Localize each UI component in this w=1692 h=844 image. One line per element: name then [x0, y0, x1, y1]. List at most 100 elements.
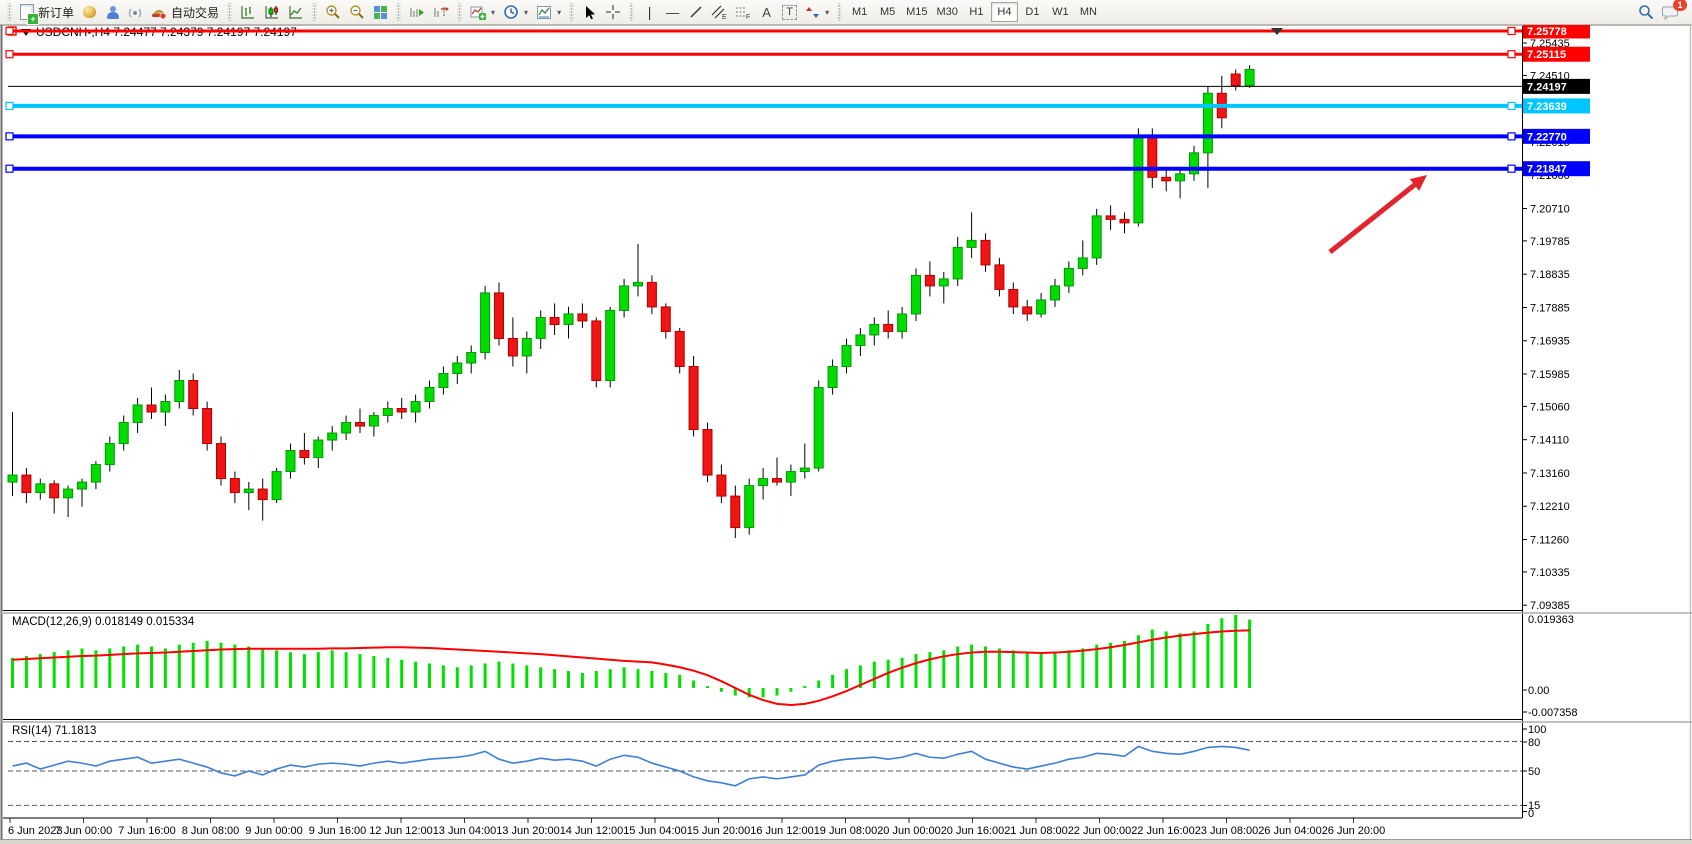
time-tick-label[interactable]: 13 Jun 04:00	[433, 825, 497, 837]
timeframe-M15[interactable]: M15	[902, 2, 931, 22]
new-order-button[interactable]: 新订单	[16, 2, 78, 25]
price-tick-label[interactable]: 7.15060	[1530, 401, 1570, 413]
price-tick-label[interactable]: 7.15985	[1530, 369, 1570, 381]
time-tick-label[interactable]: 14 Jun 12:00	[560, 825, 624, 837]
timeframe-M1[interactable]: M1	[846, 2, 873, 22]
cursor-button[interactable]	[578, 2, 601, 23]
level-handle[interactable]	[1507, 164, 1516, 173]
time-tick-label[interactable]: 9 Jun 16:00	[309, 825, 367, 837]
level-handle[interactable]	[5, 101, 14, 111]
vertical-line-button[interactable]: |	[638, 2, 661, 23]
templates-button[interactable]: ▾	[532, 2, 565, 23]
chart-shift-button[interactable]	[429, 2, 453, 23]
time-tick-label[interactable]: 6 Jun 2023	[8, 825, 62, 837]
gold-seal-button[interactable]	[78, 2, 101, 23]
time-tick-label[interactable]: 26 Jun 20:00	[1322, 825, 1386, 837]
price-tick-label[interactable]: 7.09385	[1530, 600, 1570, 612]
price-tick-label[interactable]: 7.19785	[1530, 236, 1570, 248]
time-tick-label[interactable]: 13 Jun 20:00	[496, 825, 560, 837]
candlestick-button[interactable]	[260, 2, 284, 23]
rsi-axis-50[interactable]: 50	[1528, 766, 1540, 778]
autoscroll-button[interactable]	[405, 2, 429, 23]
crosshair-button[interactable]	[601, 2, 625, 23]
time-tick-label[interactable]: 9 Jun 00:00	[245, 825, 303, 837]
toolbar-grip[interactable]	[312, 3, 318, 21]
time-tick-label[interactable]: 21 Jun 08:00	[1004, 825, 1068, 837]
time-tick-label[interactable]: 12 Jun 12:00	[369, 825, 433, 837]
toolbar-grip[interactable]	[569, 3, 575, 21]
time-tick-label[interactable]: 19 Jun 08:00	[814, 825, 878, 837]
zoom-in-button[interactable]	[321, 2, 345, 23]
shapes-button[interactable]: ▾	[801, 2, 833, 23]
price-tick-label[interactable]: 7.16935	[1530, 336, 1570, 348]
line-chart-button[interactable]	[284, 2, 308, 23]
horizontal-line-button[interactable]: —	[661, 2, 684, 23]
time-tick-label[interactable]: 22 Jun 16:00	[1131, 825, 1195, 837]
time-tick-label[interactable]: 15 Jun 04:00	[623, 825, 687, 837]
tile-windows-button[interactable]	[369, 2, 392, 23]
timeframe-H1[interactable]: H1	[963, 2, 990, 22]
price-tick-label[interactable]: 7.11260	[1530, 535, 1569, 547]
rsi-axis-80[interactable]: 80	[1528, 737, 1540, 749]
level-handle[interactable]	[1507, 50, 1516, 59]
timeframe-D1[interactable]: D1	[1019, 2, 1046, 22]
periods-button[interactable]: ▾	[499, 2, 532, 23]
level-handle[interactable]	[5, 164, 14, 173]
timeframe-MN[interactable]: MN	[1075, 2, 1102, 22]
price-tick-label[interactable]: 7.14110	[1530, 435, 1569, 447]
price-tick-label[interactable]: 7.20710	[1530, 204, 1570, 216]
level-handle[interactable]	[1507, 132, 1516, 141]
price-tick-label[interactable]: 7.12210	[1530, 501, 1570, 513]
time-tick-label[interactable]: 22 Jun 00:00	[1068, 825, 1132, 837]
signal-button[interactable]	[124, 2, 147, 23]
label-button[interactable]: T	[778, 2, 801, 23]
toolbar-grip[interactable]	[629, 3, 635, 21]
timeframe-W1[interactable]: W1	[1047, 2, 1074, 22]
zoom-out-button[interactable]	[345, 2, 369, 23]
time-tick-label[interactable]: 8 Jun 08:00	[182, 825, 240, 837]
price-tick-label[interactable]: 7.10335	[1530, 567, 1570, 579]
level-handle[interactable]	[5, 26, 14, 36]
fibonacci-button[interactable]: F	[731, 2, 755, 23]
price-tick-label[interactable]: 7.18835	[1530, 269, 1570, 281]
price-axis[interactable]: 7.254357.245107.235607.226107.216607.207…	[1522, 38, 1570, 612]
text-button[interactable]: A	[755, 2, 778, 23]
trendline-button[interactable]	[684, 2, 707, 23]
timeframe-H4[interactable]: H4	[990, 2, 1018, 22]
time-tick-label[interactable]: 7 Jun 00:00	[55, 825, 113, 837]
level-handle[interactable]	[1507, 26, 1516, 36]
autotrading-button[interactable]: 自动交易	[147, 2, 223, 23]
toolbar-grip[interactable]	[457, 3, 463, 21]
toolbar-grip[interactable]	[396, 3, 402, 21]
level-lines[interactable]: 7.25778 7.25115 7.23639 7.22770 7.21847	[5, 23, 1590, 177]
bar-chart-button[interactable]	[236, 2, 260, 23]
time-tick-label[interactable]: 23 Jun 08:00	[1195, 825, 1259, 837]
rsi-axis-100[interactable]: 100	[1528, 724, 1546, 736]
level-handle[interactable]	[5, 50, 14, 59]
price-tick-label[interactable]: 7.13160	[1530, 468, 1570, 480]
search-button[interactable]	[1634, 2, 1658, 23]
time-tick-label[interactable]: 16 Jun 12:00	[750, 825, 814, 837]
price-tick-label[interactable]: 7.17885	[1530, 302, 1570, 314]
macd-axis-zero[interactable]: 0.00	[1528, 685, 1549, 697]
time-tick-label[interactable]: 15 Jun 20:00	[687, 825, 751, 837]
indicators-button[interactable]: ▾	[466, 2, 499, 23]
rsi-axis-15[interactable]: 15	[1528, 800, 1540, 812]
time-tick-label[interactable]: 7 Jun 16:00	[118, 825, 176, 837]
channel-button[interactable]: E	[707, 2, 731, 23]
toolbar-grip[interactable]	[7, 3, 12, 21]
chart-shift-marker[interactable]	[1271, 28, 1283, 35]
time-tick-label[interactable]: 20 Jun 00:00	[877, 825, 941, 837]
annotation-arrow[interactable]	[1328, 175, 1427, 254]
level-handle[interactable]	[1507, 101, 1516, 111]
level-handle[interactable]	[5, 132, 14, 141]
rsi-axis-0[interactable]: 0	[1528, 808, 1534, 820]
profile-button[interactable]	[101, 2, 124, 23]
timeframe-M5[interactable]: M5	[874, 2, 901, 22]
timeframe-M30[interactable]: M30	[933, 2, 962, 22]
macd-axis-min[interactable]: -0.007358	[1528, 707, 1578, 719]
time-tick-label[interactable]: 20 Jun 16:00	[941, 825, 1005, 837]
time-tick-label[interactable]: 26 Jun 04:00	[1258, 825, 1322, 837]
